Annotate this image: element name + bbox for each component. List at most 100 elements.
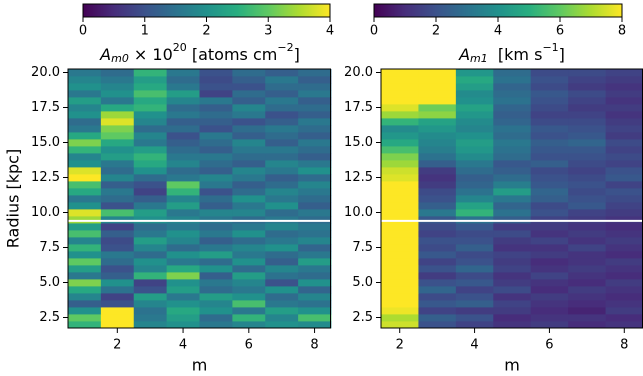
heatmap-cell xyxy=(68,104,102,112)
heatmap-cell xyxy=(100,265,135,273)
heatmap-cell xyxy=(199,272,233,280)
heatmap-cell xyxy=(455,314,494,322)
heatmap-cell xyxy=(265,90,299,98)
title-part: ] xyxy=(559,45,565,64)
heatmap-cell xyxy=(418,321,457,329)
heatmap-cell xyxy=(298,153,332,161)
heatmap-cell xyxy=(68,118,102,126)
heatmap-cell xyxy=(605,223,643,231)
heatmap-cell xyxy=(568,209,606,217)
heatmap-cell xyxy=(455,181,494,189)
heatmap-cell xyxy=(133,286,168,294)
heatmap-cell xyxy=(133,195,168,203)
heatmap-cell xyxy=(100,258,135,266)
heatmap-cell xyxy=(133,237,168,245)
heatmap-cell xyxy=(100,223,135,231)
heatmap-cell xyxy=(100,174,135,182)
heatmap-cell xyxy=(199,216,233,224)
heatmap-cell xyxy=(232,146,266,154)
heatmap-cell xyxy=(418,125,457,133)
heatmap-cell xyxy=(493,216,532,224)
heatmap-cell xyxy=(568,244,606,252)
heatmap-cell xyxy=(265,188,299,196)
title-part: ] xyxy=(294,45,300,64)
heatmap-cell xyxy=(381,153,419,161)
heatmap-cell xyxy=(418,146,457,154)
heatmap-cell xyxy=(381,223,419,231)
heatmap-cell xyxy=(493,209,532,217)
heatmap-cell xyxy=(68,265,102,273)
heatmap-cell xyxy=(568,104,606,112)
heatmap-cell xyxy=(298,118,332,126)
heatmap-cell xyxy=(605,314,643,322)
y-tick-label: 5.0 xyxy=(39,275,60,290)
heatmap-cell xyxy=(265,258,299,266)
heatmap-cell xyxy=(605,293,643,301)
heatmap-cell xyxy=(232,181,266,189)
heatmap-cell xyxy=(166,90,200,98)
heatmap-cell xyxy=(493,83,532,91)
heatmap-cell xyxy=(298,251,332,259)
heatmap-cell xyxy=(455,69,494,77)
heatmap-cell xyxy=(493,76,532,84)
heatmap-cell xyxy=(232,279,266,287)
x-tick-label: 6 xyxy=(245,338,253,353)
heatmap-cell xyxy=(493,132,532,140)
y-tick-label: 15.0 xyxy=(344,135,373,150)
heatmap-cell xyxy=(455,237,494,245)
heatmap-cell xyxy=(133,125,168,133)
heatmap-cell xyxy=(166,279,200,287)
heatmap-cell xyxy=(418,258,457,266)
heatmap-cell xyxy=(605,286,643,294)
heatmap-cell xyxy=(68,132,102,140)
heatmap-cell xyxy=(530,160,569,168)
heatmap-cell xyxy=(166,293,200,301)
colorbar-tick-label: 4 xyxy=(326,24,334,39)
heatmap-cell xyxy=(265,286,299,294)
x-tick-label: 8 xyxy=(310,338,318,353)
panel-title: Am1 [km s−1] xyxy=(458,41,565,65)
heatmap-cell xyxy=(199,160,233,168)
heatmap-cell xyxy=(166,195,200,203)
heatmap-cell xyxy=(265,244,299,252)
heatmap-cell xyxy=(68,111,102,119)
heatmap-cell xyxy=(232,307,266,315)
heatmap-cell xyxy=(381,146,419,154)
heatmap-cell xyxy=(381,118,419,126)
heatmap-cell xyxy=(298,132,332,140)
heatmap-cell xyxy=(455,272,494,280)
heatmap-cell xyxy=(530,230,569,238)
heatmap-cell xyxy=(166,125,200,133)
heatmap-cell xyxy=(568,167,606,175)
heatmap-cell xyxy=(232,139,266,147)
heatmap-cell xyxy=(199,300,233,308)
heatmap-cell xyxy=(493,307,532,315)
heatmap-cell xyxy=(68,209,102,217)
heatmap-cell xyxy=(133,279,168,287)
heatmap-cell xyxy=(530,195,569,203)
heatmap-cell xyxy=(133,300,168,308)
y-tick-label: 12.5 xyxy=(344,170,373,185)
heatmap-cell xyxy=(232,167,266,175)
heatmap-cell xyxy=(199,293,233,301)
heatmap-cell xyxy=(68,223,102,231)
heatmap-cell xyxy=(381,216,419,224)
heatmap-cell xyxy=(232,237,266,245)
heatmap-cell xyxy=(418,69,457,77)
heatmap-cell xyxy=(265,195,299,203)
heatmap-cell xyxy=(418,97,457,105)
heatmap-cell xyxy=(493,167,532,175)
heatmap-cell xyxy=(133,76,168,84)
heatmap-cell xyxy=(493,244,532,252)
heatmap-cell xyxy=(381,209,419,217)
title-part: m1 xyxy=(470,52,488,65)
heatmap-cell xyxy=(605,83,643,91)
y-tick-label: 7.5 xyxy=(39,240,60,255)
heatmap-cell xyxy=(199,202,233,210)
heatmap-cell xyxy=(605,90,643,98)
heatmap-cell xyxy=(68,321,102,329)
heatmap-cell xyxy=(605,230,643,238)
heatmap-cell xyxy=(455,279,494,287)
heatmap-cell xyxy=(568,272,606,280)
